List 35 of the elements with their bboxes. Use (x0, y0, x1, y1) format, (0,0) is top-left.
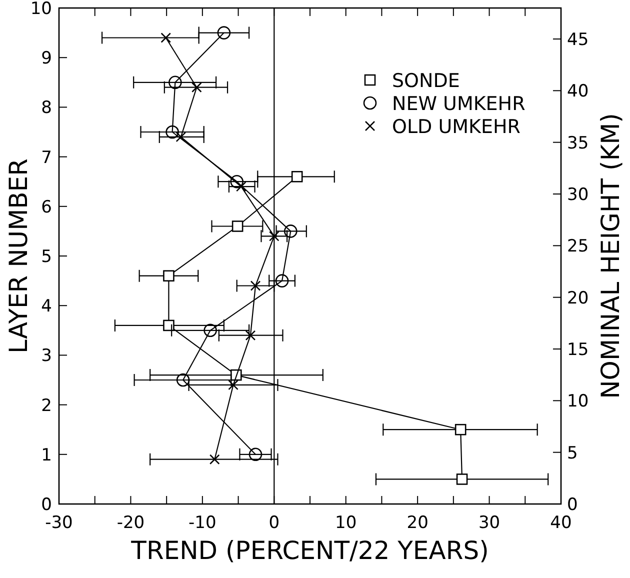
x-tick-label: -10 (188, 513, 216, 533)
x-axis-title: TREND (PERCENT/22 YEARS) (130, 536, 489, 565)
y2-tick-label: 0 (567, 495, 578, 515)
x-tick-label: -30 (45, 513, 73, 533)
y-tick-label: 8 (41, 98, 52, 118)
x-tick-label: 30 (478, 513, 500, 533)
x-tick-label: 10 (335, 513, 357, 533)
y-tick-label: 5 (41, 247, 52, 267)
y-tick-label: 2 (41, 396, 52, 416)
y-tick-label: 9 (41, 48, 52, 69)
x-tick-label: 40 (550, 513, 572, 533)
y-tick-label: 4 (41, 296, 52, 317)
y2-axis-title: NOMINAL HEIGHT (KM) (596, 113, 625, 399)
y-tick-label: 7 (41, 148, 52, 168)
y2-tick-label: 25 (567, 236, 589, 257)
legend-label: OLD UMKEHR (392, 116, 520, 138)
y2-tick-label: 40 (567, 82, 589, 102)
y2-tick-label: 15 (567, 340, 589, 360)
y-tick-label: 10 (30, 0, 52, 19)
y2-tick-label: 35 (567, 133, 589, 154)
y2-tick-label: 20 (567, 288, 589, 308)
y2-tick-label: 45 (567, 30, 589, 50)
x-tick-label: 20 (406, 513, 428, 533)
y-tick-label: 1 (41, 445, 52, 466)
x-tick-label: 0 (268, 513, 280, 533)
y2-tick-label: 5 (567, 443, 578, 464)
y-axis-title: LAYER NUMBER (4, 158, 33, 354)
legend-label: NEW UMKEHR (392, 93, 526, 115)
y-tick-label: 3 (41, 346, 52, 366)
x-tick-label: -20 (116, 513, 145, 533)
y-tick-label: 0 (41, 495, 52, 515)
y-tick-label: 6 (41, 197, 52, 218)
legend-label: SONDE (392, 70, 460, 92)
y2-tick-label: 30 (567, 185, 589, 205)
y2-tick-label: 10 (567, 392, 589, 412)
